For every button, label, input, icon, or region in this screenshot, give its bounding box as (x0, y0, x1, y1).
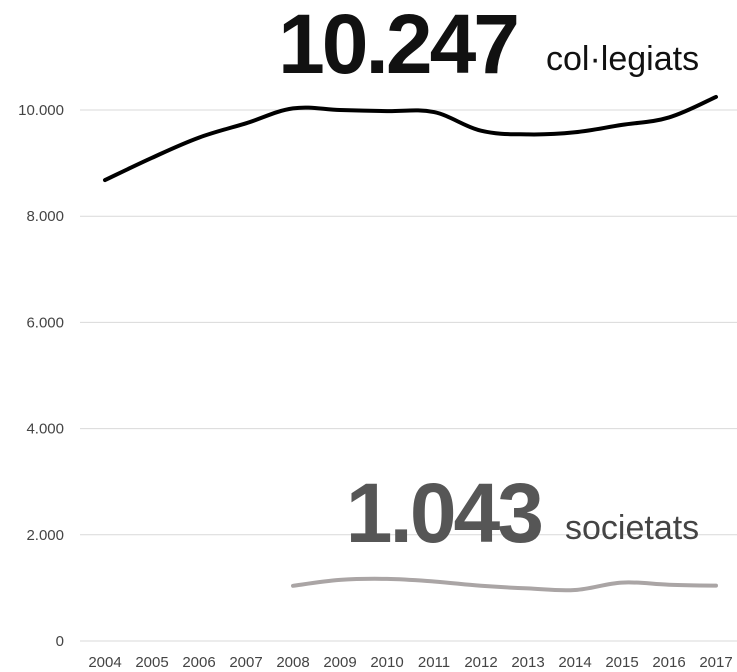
y-tick-label: 10.000 (18, 102, 64, 119)
x-tick-label: 2008 (276, 654, 309, 671)
x-tick-label: 2005 (135, 654, 168, 671)
x-tick-label: 2016 (652, 654, 685, 671)
y-tick-label: 2.000 (26, 527, 64, 544)
x-tick-label: 2015 (605, 654, 638, 671)
annotation-societats-number: 1.043 (346, 466, 541, 560)
series-line-societats (291, 576, 718, 593)
y-tick-label: 8.000 (26, 208, 64, 225)
gridlines (80, 109, 737, 642)
x-tick-label: 2004 (88, 654, 121, 671)
x-tick-label: 2014 (558, 654, 591, 671)
x-tick-label: 2009 (323, 654, 356, 671)
annotation-colegiats-number: 10.247 (278, 0, 517, 91)
y-tick-label: 4.000 (26, 421, 64, 438)
annotation-colegiats-label: col·legiats (546, 40, 699, 78)
x-tick-label: 2006 (182, 654, 215, 671)
y-tick-label: 6.000 (26, 314, 64, 331)
y-axis-tick-labels: 0 2.000 4.000 6.000 8.000 10.000 (18, 102, 64, 650)
x-tick-label: 2010 (370, 654, 403, 671)
x-tick-label: 2013 (511, 654, 544, 671)
x-tick-label: 2011 (418, 654, 450, 671)
annotation-societats: 1.043 societats (346, 466, 699, 560)
y-tick-label: 0 (56, 633, 64, 650)
series-lines (103, 94, 718, 593)
x-tick-label: 2017 (699, 654, 732, 671)
x-tick-label: 2012 (464, 654, 497, 671)
series-line-colegiats (103, 94, 718, 183)
x-axis-tick-labels: 2004 2005 2006 2007 2008 2009 2010 2011 2012 2013… (88, 654, 732, 671)
annotation-societats-label: societats (565, 509, 699, 547)
x-tick-label: 2007 (229, 654, 262, 671)
annotation-colegiats: 10.247 col·legiats (278, 0, 699, 91)
